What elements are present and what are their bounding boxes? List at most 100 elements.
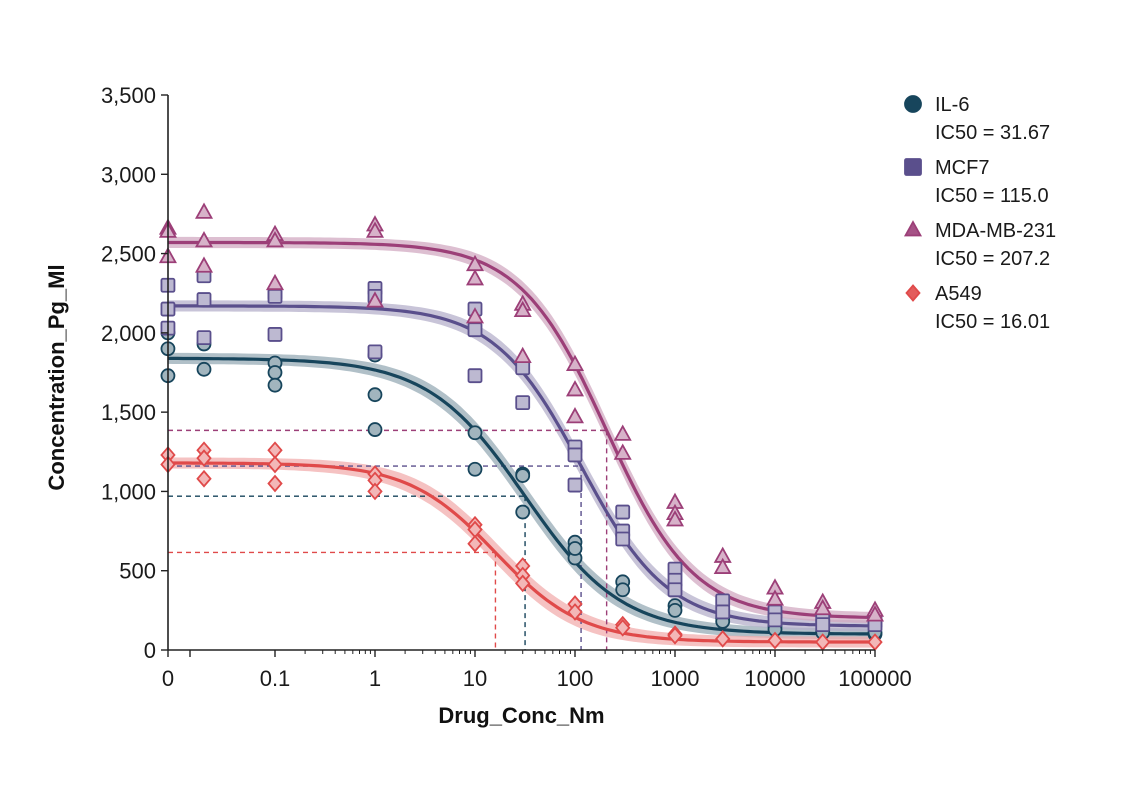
y-tick-label: 2,000 bbox=[101, 321, 156, 346]
data-point bbox=[196, 449, 212, 468]
x-tick-label: 10000 bbox=[744, 666, 805, 691]
legend-series-name: MDA-MB-231 bbox=[935, 220, 1056, 242]
x-axis-title: Drug_Conc_Nm bbox=[438, 703, 604, 728]
data-point bbox=[815, 617, 831, 633]
data-point bbox=[467, 425, 483, 441]
data-point bbox=[567, 541, 583, 556]
data-point bbox=[467, 368, 483, 384]
x-tick-label: 10 bbox=[463, 666, 487, 691]
y-tick-label: 2,500 bbox=[101, 242, 156, 267]
data-point bbox=[665, 510, 685, 527]
data-point bbox=[813, 598, 832, 616]
data-point bbox=[615, 504, 631, 520]
data-point bbox=[513, 300, 532, 318]
data-point bbox=[767, 631, 783, 650]
legend-item-mda-mb-231: MDA-MB-231 IC50 = 207.2 bbox=[903, 220, 1056, 270]
data-point bbox=[267, 474, 283, 493]
data-point bbox=[713, 557, 732, 574]
legend-marker bbox=[904, 95, 922, 113]
y-tick-label: 500 bbox=[119, 559, 156, 584]
data-points bbox=[158, 202, 885, 651]
data-point bbox=[567, 603, 583, 621]
data-point bbox=[667, 626, 683, 645]
data-point bbox=[515, 504, 531, 520]
y-tick-label: 3,000 bbox=[101, 162, 156, 187]
legend-marker bbox=[903, 220, 923, 237]
data-point bbox=[615, 531, 631, 547]
data-point bbox=[267, 327, 283, 342]
legend-series-name: MCF7 bbox=[935, 157, 989, 179]
data-point bbox=[515, 574, 531, 593]
data-point bbox=[365, 291, 385, 308]
data-point bbox=[865, 605, 885, 622]
data-point bbox=[615, 618, 631, 637]
data-point bbox=[194, 256, 214, 273]
legend-item-il-6: IL-6 IC50 = 31.67 bbox=[904, 94, 1050, 144]
legend-ic50-label: IC50 = 207.2 bbox=[935, 248, 1050, 270]
y-tick-label: 3,500 bbox=[101, 83, 156, 108]
data-point bbox=[567, 447, 583, 463]
data-point bbox=[515, 395, 531, 411]
data-point bbox=[513, 346, 532, 364]
data-point bbox=[565, 380, 585, 397]
points-a549 bbox=[160, 441, 883, 651]
data-point bbox=[196, 361, 212, 377]
points-mda-mb-231 bbox=[158, 202, 885, 622]
x-tick-label: 100000 bbox=[838, 666, 911, 691]
data-point bbox=[715, 604, 731, 620]
data-point bbox=[194, 231, 214, 248]
data-point bbox=[467, 461, 483, 477]
data-point bbox=[515, 360, 531, 376]
data-point bbox=[515, 468, 531, 483]
data-point bbox=[267, 455, 283, 474]
data-point bbox=[267, 441, 283, 460]
x-tick-label: 1 bbox=[369, 666, 381, 691]
points-mcf7 bbox=[160, 268, 883, 633]
y-tick-label: 0 bbox=[144, 638, 156, 663]
legend-ic50-label: IC50 = 16.01 bbox=[935, 311, 1050, 333]
data-point bbox=[267, 288, 283, 304]
legend-marker bbox=[904, 158, 922, 176]
data-point bbox=[196, 292, 212, 307]
y-tick-label: 1,500 bbox=[101, 400, 156, 425]
data-point bbox=[265, 273, 285, 291]
legend: IL-6 IC50 = 31.67 MCF7 IC50 = 115.0 MDA-MB-2… bbox=[903, 94, 1056, 333]
legend-ic50-label: IC50 = 31.67 bbox=[935, 122, 1050, 144]
data-point bbox=[367, 344, 383, 360]
y-tick-label: 1,000 bbox=[101, 479, 156, 504]
data-point bbox=[615, 582, 631, 598]
data-point bbox=[667, 602, 683, 618]
legend-marker bbox=[905, 284, 921, 302]
data-point bbox=[765, 589, 785, 606]
legend-item-a549: A549 IC50 = 16.01 bbox=[905, 283, 1050, 333]
data-point bbox=[613, 443, 632, 460]
x-tick-label: 0.1 bbox=[260, 666, 291, 691]
fit-curve-mda-mb-231 bbox=[167, 240, 876, 620]
data-point bbox=[367, 387, 383, 403]
data-point bbox=[465, 269, 485, 286]
x-tick-label: 0 bbox=[162, 666, 174, 691]
data-point bbox=[467, 322, 483, 338]
data-point bbox=[367, 422, 383, 437]
y-axis-title: Concentration_Pg_Ml bbox=[44, 264, 69, 490]
axes: 0 500 1,000 1,500 2,000 2,500 3,000 3,500 0 0.1 1 1… bbox=[101, 83, 912, 691]
data-point bbox=[267, 377, 283, 393]
data-point bbox=[767, 612, 783, 628]
data-point bbox=[567, 477, 583, 493]
data-point bbox=[465, 307, 485, 324]
data-point bbox=[613, 424, 632, 441]
data-point bbox=[267, 365, 283, 380]
data-point bbox=[565, 407, 585, 424]
data-point bbox=[365, 221, 385, 238]
data-point bbox=[196, 330, 212, 346]
data-point bbox=[196, 469, 212, 488]
data-point bbox=[667, 582, 683, 598]
data-point bbox=[565, 354, 585, 371]
data-point bbox=[194, 202, 214, 219]
fit-curve-il-6 bbox=[167, 356, 875, 636]
legend-ic50-label: IC50 = 115.0 bbox=[935, 185, 1049, 207]
data-point bbox=[715, 630, 731, 648]
data-point bbox=[265, 231, 285, 248]
